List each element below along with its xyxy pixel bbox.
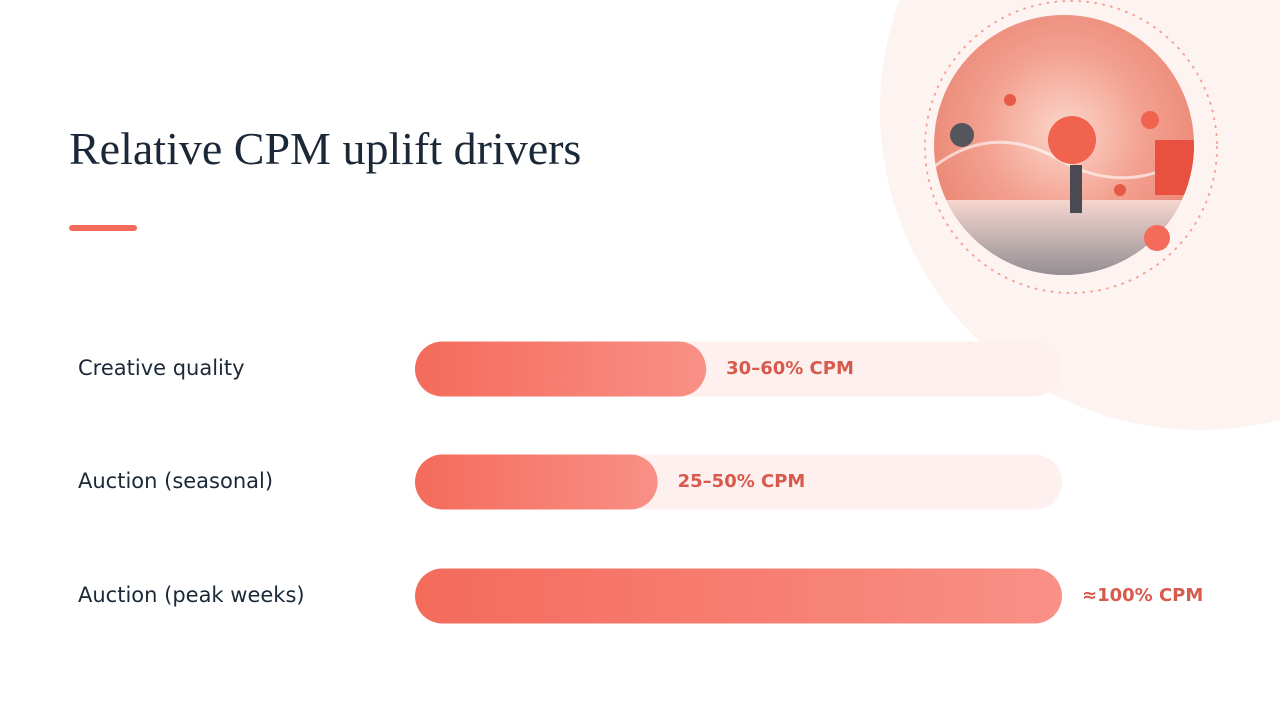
chart-title: Relative CPM uplift drivers (69, 123, 581, 174)
bar (415, 454, 658, 510)
dotted-ring (924, 0, 1218, 294)
bar (415, 568, 1062, 624)
value-label: 25–50% CPM (678, 471, 806, 492)
category-label: Auction (peak weeks) (78, 583, 305, 607)
value-label: 30–60% CPM (726, 358, 854, 379)
category-label: Creative quality (78, 356, 245, 380)
accent-dot (1144, 225, 1170, 251)
category-label: Auction (seasonal) (78, 469, 273, 493)
bar (415, 341, 707, 397)
title-accent (69, 225, 137, 231)
value-label: ≈100% CPM (1082, 585, 1203, 606)
